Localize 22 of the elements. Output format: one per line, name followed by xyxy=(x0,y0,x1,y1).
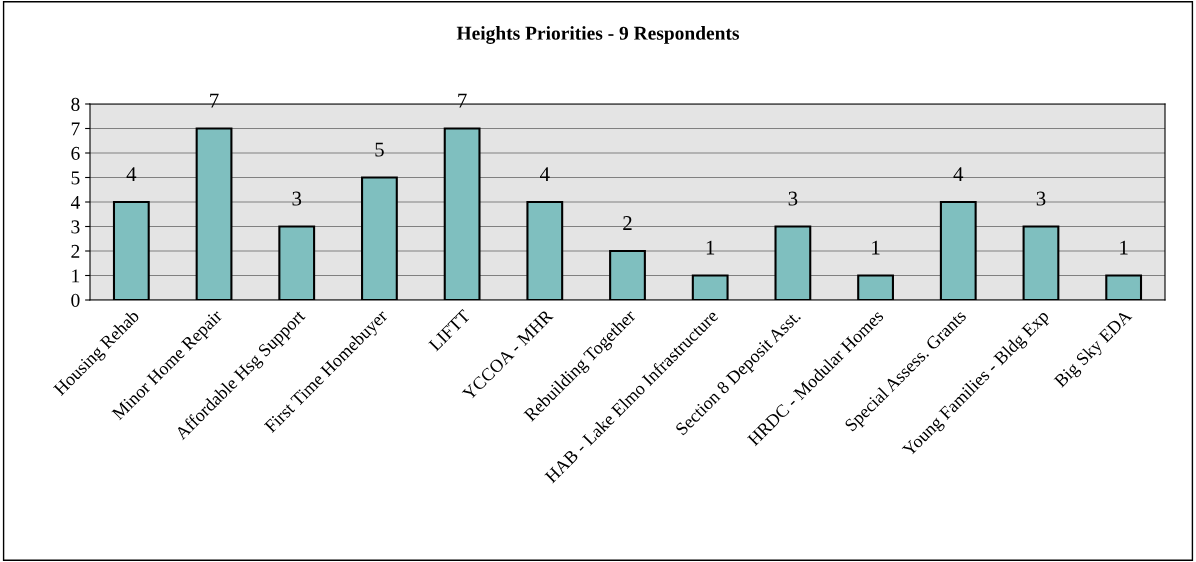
data-label: 5 xyxy=(375,142,384,157)
y-tick-label: 7 xyxy=(71,122,80,136)
data-label: 3 xyxy=(788,191,798,206)
data-label: 4 xyxy=(540,167,550,181)
data-label: 1 xyxy=(706,240,715,255)
y-tick-label: 5 xyxy=(71,171,80,185)
y-tick-label: 3 xyxy=(71,220,80,234)
y-tick-label: 2 xyxy=(71,244,80,258)
data-label: 4 xyxy=(953,167,964,181)
x-tick-label: Big Sky EDA xyxy=(1053,308,1136,391)
data-label: 4 xyxy=(126,167,137,181)
chart-title: Heights Priorities - 9 Respondents xyxy=(456,26,740,44)
data-label: 3 xyxy=(292,191,302,206)
data-label: 1 xyxy=(872,240,880,255)
data-label: 1 xyxy=(1120,240,1128,255)
y-tick-label: 8 xyxy=(71,97,80,111)
data-label: 3 xyxy=(1036,191,1046,206)
y-tick-label: 4 xyxy=(70,195,80,209)
y-tick-label: 6 xyxy=(71,146,80,160)
y-tick-label: 1 xyxy=(72,269,80,283)
y-tick-label: 0 xyxy=(71,293,80,307)
data-label: 2 xyxy=(623,216,632,230)
